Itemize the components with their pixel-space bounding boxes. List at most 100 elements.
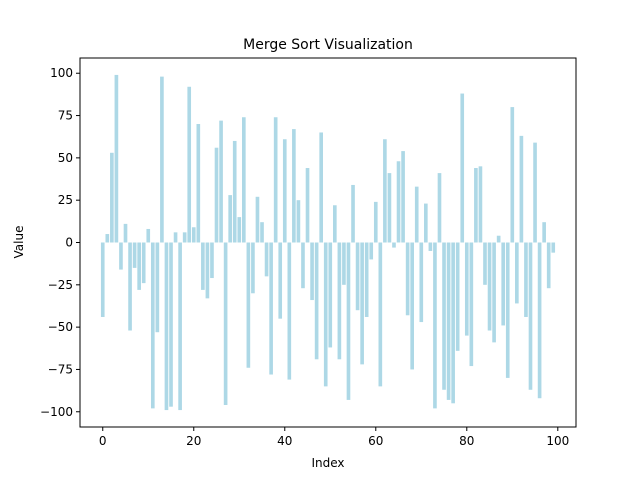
bar-72	[428, 242, 433, 251]
bar-18	[182, 232, 187, 243]
bar-94	[528, 242, 533, 390]
bar-9	[141, 242, 146, 284]
bar-54	[346, 242, 351, 400]
bar-22	[201, 242, 205, 290]
bar-74	[437, 173, 442, 243]
x-tick-label: 80	[459, 434, 474, 448]
bar-39	[278, 242, 283, 319]
bar-96	[537, 242, 542, 399]
bar-5	[123, 223, 128, 243]
bar-27	[223, 242, 228, 405]
bar-24	[210, 242, 214, 279]
x-tick-label: 40	[277, 434, 292, 448]
bar-76	[446, 242, 451, 400]
bar-12	[155, 242, 160, 333]
bar-50	[328, 242, 333, 348]
bar-71	[424, 203, 428, 243]
bar-91	[515, 242, 519, 304]
y-tick-label: −25	[48, 278, 73, 292]
bar-69	[414, 186, 419, 243]
bar-20	[191, 227, 196, 243]
bar-10	[146, 228, 151, 243]
bar-82	[474, 168, 478, 243]
bar-83	[478, 166, 483, 243]
bar-90	[510, 107, 515, 243]
bar-63	[387, 173, 392, 243]
bar-52	[337, 242, 342, 360]
bar-36	[264, 242, 269, 277]
bar-11	[150, 242, 155, 409]
y-axis-ticks: −100 −75 −50 −25 0 25 50 75 100	[40, 66, 80, 419]
bar-43	[296, 200, 301, 243]
bar-6	[128, 242, 132, 331]
bars-group	[100, 74, 556, 411]
bar-34	[255, 196, 260, 243]
y-tick-label: 25	[58, 193, 73, 207]
bar-49	[323, 242, 328, 387]
bar-44	[301, 242, 305, 289]
bar-85	[487, 242, 492, 331]
bar-28	[228, 195, 232, 243]
x-axis-label: Index	[311, 456, 344, 470]
bar-45	[305, 168, 310, 243]
bar-57	[360, 242, 364, 365]
y-tick-label: −75	[48, 362, 73, 376]
y-tick-label: −50	[48, 320, 73, 334]
bar-35	[260, 222, 264, 243]
bar-4	[119, 242, 123, 270]
bar-17	[178, 242, 182, 411]
bar-0	[100, 242, 105, 317]
bar-53	[342, 242, 346, 285]
bar-89	[505, 242, 510, 378]
bar-79	[460, 93, 465, 243]
bar-48	[319, 132, 323, 243]
bar-75	[442, 242, 446, 390]
bar-37	[269, 242, 273, 375]
bar-65	[396, 161, 401, 243]
bar-15	[169, 242, 173, 407]
y-tick-label: 75	[58, 109, 73, 123]
x-axis-ticks: 0 20 40 60 80 100	[99, 427, 569, 448]
bar-14	[164, 242, 169, 411]
bar-21	[196, 124, 201, 243]
bar-61	[378, 242, 383, 387]
bar-68	[410, 242, 415, 370]
bar-40	[282, 139, 287, 243]
bar-66	[401, 151, 405, 243]
bar-58	[364, 242, 369, 317]
bar-26	[219, 120, 223, 243]
y-tick-label: 100	[50, 66, 73, 80]
bar-55	[351, 184, 355, 243]
bar-93	[524, 242, 528, 317]
bar-47	[314, 242, 319, 360]
bar-32	[246, 242, 251, 368]
bar-56	[355, 242, 360, 311]
bar-42	[292, 129, 296, 243]
bar-80	[464, 242, 469, 336]
bar-88	[501, 242, 506, 326]
y-tick-label: −100	[40, 405, 73, 419]
y-tick-label: 50	[58, 151, 73, 165]
bar-92	[519, 135, 524, 243]
bar-84	[483, 242, 487, 285]
bar-67	[405, 242, 410, 316]
bar-99	[551, 242, 556, 253]
bar-51	[333, 205, 337, 243]
bar-70	[419, 242, 424, 323]
bar-38	[273, 117, 278, 243]
bar-78	[455, 242, 460, 351]
bar-8	[137, 242, 141, 290]
bar-31	[241, 117, 246, 243]
bar-73	[433, 242, 437, 409]
bar-64	[392, 242, 396, 248]
bar-77	[451, 242, 455, 404]
bar-3	[114, 74, 119, 243]
bar-7	[132, 242, 137, 268]
bar-46	[310, 242, 314, 301]
bar-95	[533, 142, 537, 243]
bar-30	[237, 217, 242, 243]
y-axis-label: Value	[12, 226, 26, 259]
bar-2	[110, 152, 114, 243]
bar-87	[496, 235, 501, 243]
